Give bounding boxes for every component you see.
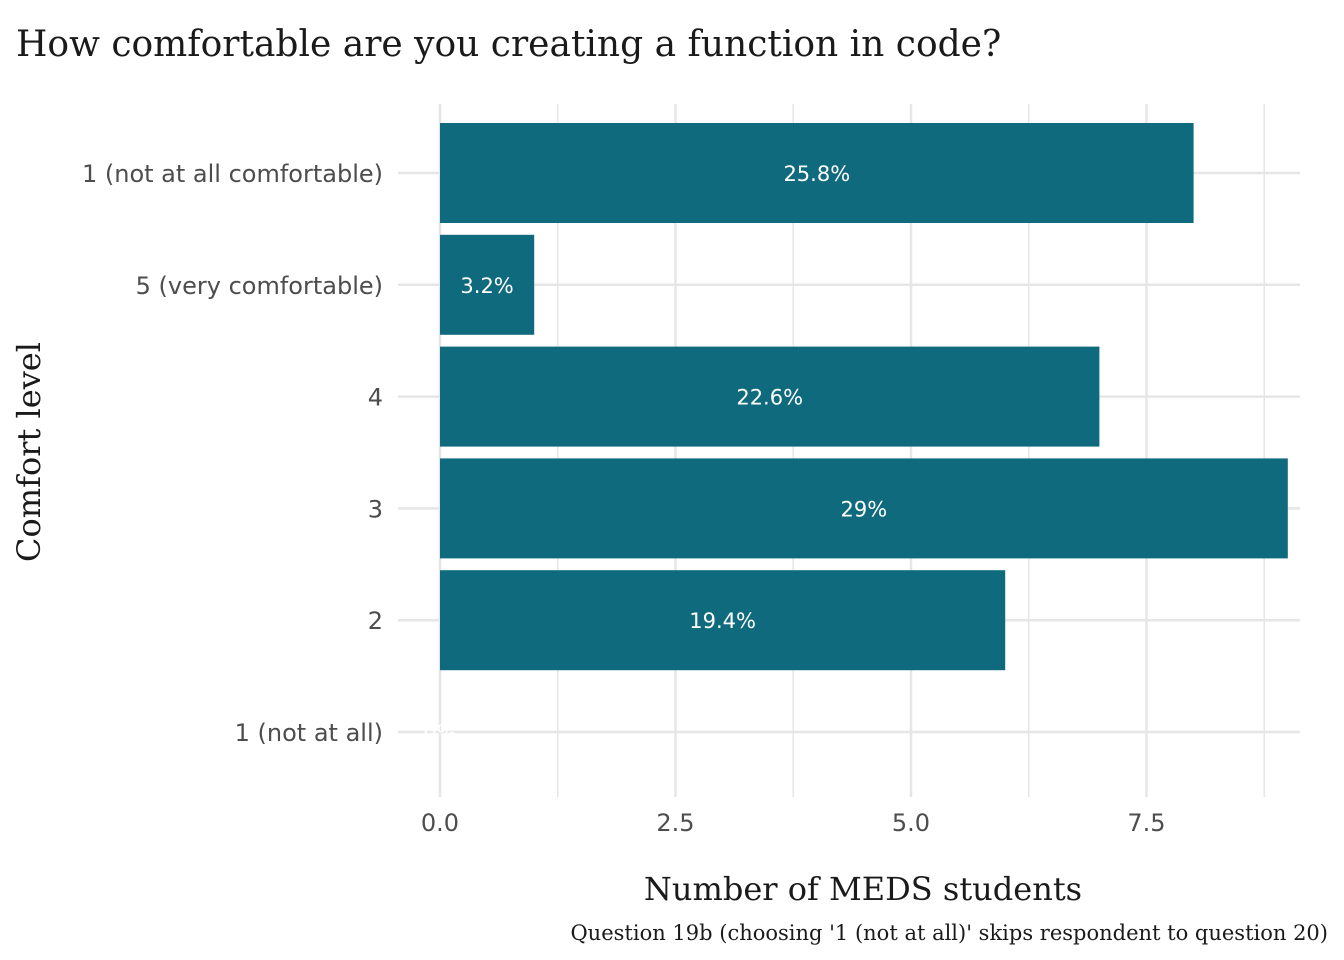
x-tick-label: 0.0	[421, 809, 459, 837]
y-tick-label: 4	[368, 384, 383, 412]
chart-title: How comfortable are you creating a funct…	[16, 24, 1001, 65]
x-axis-title: Number of MEDS students	[644, 870, 1082, 908]
chart-caption: Question 19b (choosing '1 (not at all)' …	[570, 921, 1328, 945]
x-tick-label: 5.0	[892, 809, 930, 837]
value-label-layer: 25.8% 3.2% 22.6% 29% 19.4% 0%	[423, 162, 887, 745]
bar-value-label: 3.2%	[460, 274, 513, 298]
y-tick-label: 5 (very comfortable)	[136, 272, 383, 300]
y-tick-label: 1 (not at all)	[235, 719, 383, 747]
bar	[440, 570, 1006, 671]
y-tick-label: 3	[368, 495, 383, 523]
bar-value-label: 25.8%	[783, 162, 850, 186]
bar	[440, 123, 1194, 223]
bar	[440, 346, 1100, 447]
bar-value-label: 19.4%	[689, 609, 756, 633]
bar-value-label: 0%	[423, 721, 456, 745]
x-tick-label: 7.5	[1127, 809, 1165, 837]
bar-layer	[440, 123, 1288, 671]
bar-value-label: 29%	[841, 497, 888, 521]
y-tick-label: 1 (not at all comfortable)	[82, 160, 383, 188]
x-tick-label: 2.5	[656, 809, 694, 837]
bar	[440, 234, 535, 335]
y-axis-title: Comfort level	[10, 342, 48, 562]
axis-layer: 1 (not at all comfortable) 5 (very comfor…	[82, 160, 1166, 837]
y-tick-label: 2	[368, 607, 383, 635]
bar	[440, 458, 1288, 559]
bar-value-label: 22.6%	[736, 386, 803, 410]
